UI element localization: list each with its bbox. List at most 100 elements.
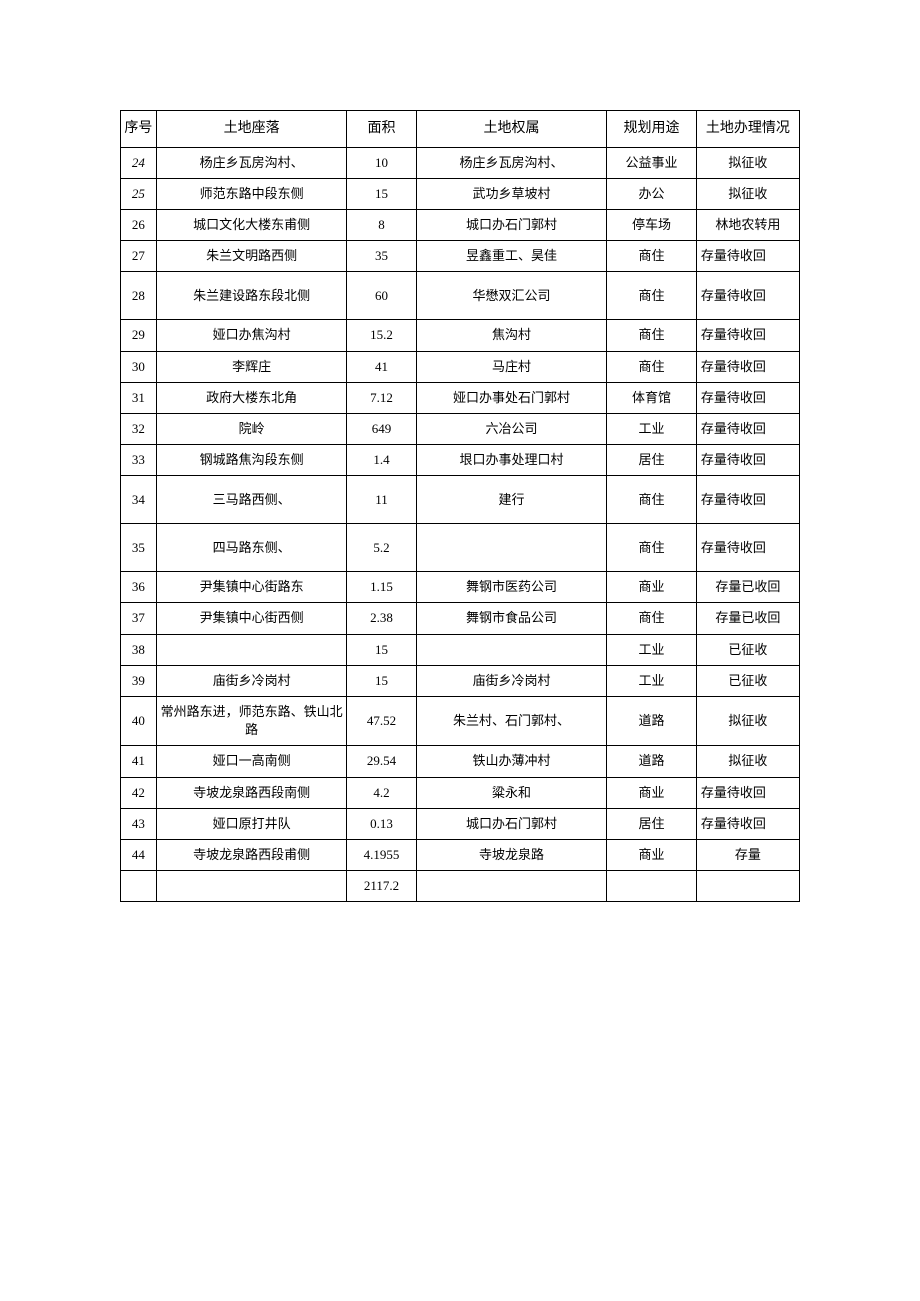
cell-status: 拟征收 [696, 178, 799, 209]
cell-area: 8 [347, 209, 416, 240]
header-area: 面积 [347, 111, 416, 148]
table-row: 30李辉庄41马庄村商住存量待收回 [121, 351, 800, 382]
cell-area: 15.2 [347, 320, 416, 351]
table-row: 32院岭649六冶公司工业存量待收回 [121, 413, 800, 444]
cell-seq: 36 [121, 572, 157, 603]
cell-status: 拟征收 [696, 746, 799, 777]
table-row: 26城口文化大楼东甫侧8城口办石门郭村停车场林地农转用 [121, 209, 800, 240]
cell-location: 师范东路中段东侧 [156, 178, 346, 209]
table-row: 33钢城路焦沟段东侧1.4垠口办事处理口村居住存量待收回 [121, 445, 800, 476]
cell-ownership [416, 524, 606, 572]
cell-use: 商住 [607, 603, 697, 634]
cell-status [696, 871, 799, 902]
cell-location: 尹集镇中心街路东 [156, 572, 346, 603]
cell-seq: 43 [121, 808, 157, 839]
cell-location: 娅口办焦沟村 [156, 320, 346, 351]
cell-status: 存量已收回 [696, 603, 799, 634]
cell-seq [121, 871, 157, 902]
cell-seq: 44 [121, 839, 157, 870]
cell-area: 4.2 [347, 777, 416, 808]
cell-seq: 27 [121, 241, 157, 272]
cell-area: 15 [347, 634, 416, 665]
cell-ownership: 杨庄乡瓦房沟村、 [416, 147, 606, 178]
cell-use: 商住 [607, 524, 697, 572]
table-row: 2117.2 [121, 871, 800, 902]
table-body: 24杨庄乡瓦房沟村、10杨庄乡瓦房沟村、公益事业拟征收25师范东路中段东侧15武… [121, 147, 800, 902]
cell-area: 10 [347, 147, 416, 178]
cell-use: 商住 [607, 476, 697, 524]
table-row: 38 15 工业已征收 [121, 634, 800, 665]
table-row: 37尹集镇中心街西侧2.38舞钢市食品公司商住存量已收回 [121, 603, 800, 634]
cell-area: 649 [347, 413, 416, 444]
cell-status: 存量待收回 [696, 382, 799, 413]
cell-status: 存量待收回 [696, 808, 799, 839]
cell-seq: 29 [121, 320, 157, 351]
cell-use: 商住 [607, 320, 697, 351]
table-row: 24杨庄乡瓦房沟村、10杨庄乡瓦房沟村、公益事业拟征收 [121, 147, 800, 178]
cell-ownership: 城口办石门郭村 [416, 209, 606, 240]
cell-status: 存量待收回 [696, 272, 799, 320]
header-own: 土地权属 [416, 111, 606, 148]
table-row: 42寺坡龙泉路西段南侧4.2粱永和商业存量待收回 [121, 777, 800, 808]
cell-use: 商业 [607, 777, 697, 808]
cell-ownership: 娅口办事处石门郭村 [416, 382, 606, 413]
cell-ownership [416, 634, 606, 665]
header-status: 土地办理情况 [696, 111, 799, 148]
cell-status: 已征收 [696, 634, 799, 665]
land-table: 序号 土地座落 面积 土地权属 规划用途 土地办理情况 24 杨庄乡瓦房沟村、10… [120, 110, 800, 902]
cell-seq: 28 [121, 272, 157, 320]
document-page: 序号 土地座落 面积 土地权属 规划用途 土地办理情况 24 杨庄乡瓦房沟村、10… [0, 0, 920, 902]
table-row: 25师范东路中段东侧15武功乡草坡村办公拟征收 [121, 178, 800, 209]
table-row: 44寺坡龙泉路西段甫侧4.1955寺坡龙泉路商业存量 [121, 839, 800, 870]
table-row: 27朱兰文明路西侧35昱鑫重工、昊佳商住存量待收回 [121, 241, 800, 272]
cell-area: 5.2 [347, 524, 416, 572]
cell-location: 寺坡龙泉路西段南侧 [156, 777, 346, 808]
cell-seq: 34 [121, 476, 157, 524]
cell-use: 停车场 [607, 209, 697, 240]
cell-area: 0.13 [347, 808, 416, 839]
cell-area: 11 [347, 476, 416, 524]
cell-ownership: 马庄村 [416, 351, 606, 382]
cell-seq: 38 [121, 634, 157, 665]
cell-status: 存量待收回 [696, 524, 799, 572]
cell-status: 林地农转用 [696, 209, 799, 240]
cell-location: 钢城路焦沟段东侧 [156, 445, 346, 476]
cell-status: 存量待收回 [696, 777, 799, 808]
cell-location: 政府大楼东北角 [156, 382, 346, 413]
cell-seq: 30 [121, 351, 157, 382]
cell-ownership [416, 871, 606, 902]
table-header: 序号 土地座落 面积 土地权属 规划用途 土地办理情况 [121, 111, 800, 148]
header-seq: 序号 [121, 111, 157, 148]
cell-ownership: 六冶公司 [416, 413, 606, 444]
table-row: 43娅口原打井队0.13城口办石门郭村居住存量待收回 [121, 808, 800, 839]
table-row: 31政府大楼东北角7.12娅口办事处石门郭村体育馆存量待收回 [121, 382, 800, 413]
cell-location: 四马路东侧、 [156, 524, 346, 572]
cell-status: 已征收 [696, 665, 799, 696]
cell-seq: 41 [121, 746, 157, 777]
table-row: 41娅口一高南侧29.54铁山办薄冲村道路拟征收 [121, 746, 800, 777]
table-row: 36尹集镇中心街路东1.15舞钢市医药公司商业存量已收回 [121, 572, 800, 603]
cell-area: 1.15 [347, 572, 416, 603]
header-use: 规划用途 [607, 111, 697, 148]
cell-location: 院岭 [156, 413, 346, 444]
cell-use: 商住 [607, 241, 697, 272]
cell-area: 47.52 [347, 697, 416, 746]
cell-use: 工业 [607, 634, 697, 665]
cell-seq: 24 [121, 147, 157, 178]
cell-area: 35 [347, 241, 416, 272]
cell-area: 15 [347, 178, 416, 209]
cell-use: 商住 [607, 351, 697, 382]
cell-location: 朱兰文明路西侧 [156, 241, 346, 272]
cell-ownership: 舞钢市医药公司 [416, 572, 606, 603]
cell-location [156, 871, 346, 902]
cell-seq: 37 [121, 603, 157, 634]
cell-location: 常州路东进，师范东路、铁山北路 [156, 697, 346, 746]
cell-ownership: 焦沟村 [416, 320, 606, 351]
cell-use: 商住 [607, 272, 697, 320]
cell-ownership: 武功乡草坡村 [416, 178, 606, 209]
cell-seq: 33 [121, 445, 157, 476]
cell-use: 居住 [607, 808, 697, 839]
table-row: 40常州路东进，师范东路、铁山北路47.52朱兰村、石门郭村、道路拟征收 [121, 697, 800, 746]
cell-status: 存量待收回 [696, 241, 799, 272]
cell-use: 公益事业 [607, 147, 697, 178]
